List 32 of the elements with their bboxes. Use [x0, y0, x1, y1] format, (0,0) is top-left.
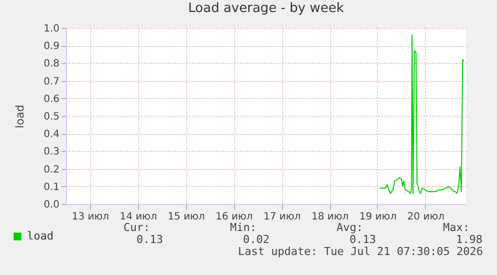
line-series [379, 34, 464, 194]
y-tick-label: 0.8 [44, 58, 60, 70]
y-tick-label: 0.3 [44, 146, 60, 158]
y-tick-label: 0.5 [44, 112, 60, 122]
text: Last update: Tue Jul 21 07:30:05 2026 [238, 245, 483, 258]
x-tick-label: 20 июл [407, 212, 445, 222]
chart-title: Load average - by week [188, 1, 344, 16]
text: 0.02 [243, 233, 270, 246]
y-tick-label: 0.4 [44, 129, 60, 140]
x-tick-label: 16 июл [216, 212, 253, 222]
y-axis-title: load [14, 104, 27, 128]
y-tick-label: 0.7 [44, 76, 60, 88]
x-tick-label: 17 июл [264, 212, 301, 222]
text: Max: [443, 221, 470, 234]
text: 0.13 [350, 233, 376, 246]
y-tick-label: 0.0 [44, 200, 60, 210]
text: 0.13 [136, 233, 163, 246]
x-tick-label: 14 июл [120, 212, 157, 222]
x-tick-label: 15 июл [168, 212, 205, 222]
text: 1.98 [456, 233, 482, 246]
y-tick-label: 1.0 [44, 24, 60, 34]
y-tick-label: 0.2 [44, 164, 60, 176]
x-tick-label: 18 июл [311, 212, 349, 222]
y-tick-label: 0.1 [44, 182, 60, 193]
y-tick-label: 0.6 [44, 94, 60, 105]
legend-label: load [27, 230, 54, 242]
x-tick-label: 19 июл [359, 212, 397, 222]
y-tick-label: 0.9 [44, 41, 60, 52]
text: Min: [230, 221, 256, 234]
text: Cur: [124, 221, 150, 234]
text: Avg: [336, 221, 363, 234]
x-tick-label: 13 июл [72, 212, 110, 222]
